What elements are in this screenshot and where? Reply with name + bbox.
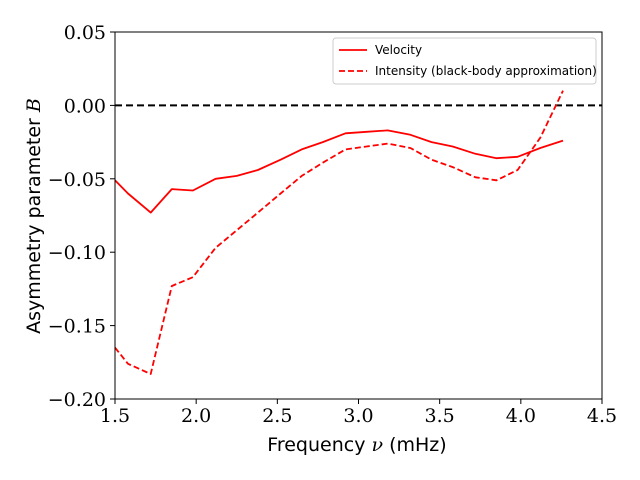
x-tick-label: 3.5 [425,405,455,427]
x-tick-label: 2.0 [181,405,211,427]
x-tick-label: 1.5 [100,405,130,427]
x-tick-label: 2.5 [262,405,292,427]
y-tick-label: 0.00 [64,95,106,117]
y-tick-label: 0.05 [64,22,106,44]
series-line-intensity [114,90,564,375]
plot-frame [114,31,603,400]
legend-label: Velocity [375,43,422,57]
y-axis-label: Asymmetry parameter B [23,98,45,334]
y-tick-label: −0.05 [48,169,106,191]
y-tick-label: −0.10 [48,242,106,264]
x-tick-label: 3.0 [343,405,373,427]
x-tick-label: 4.5 [587,405,617,427]
legend-label: Intensity (black-body approximation) [375,64,597,78]
y-tick-label: −0.15 [48,316,106,338]
x-tick-label: 4.0 [506,405,536,427]
legend-box [332,37,597,85]
y-tick-label: −0.20 [48,389,106,411]
series-line-velocity [114,129,564,214]
x-axis-label: Frequency ν (mHz) [267,434,446,456]
